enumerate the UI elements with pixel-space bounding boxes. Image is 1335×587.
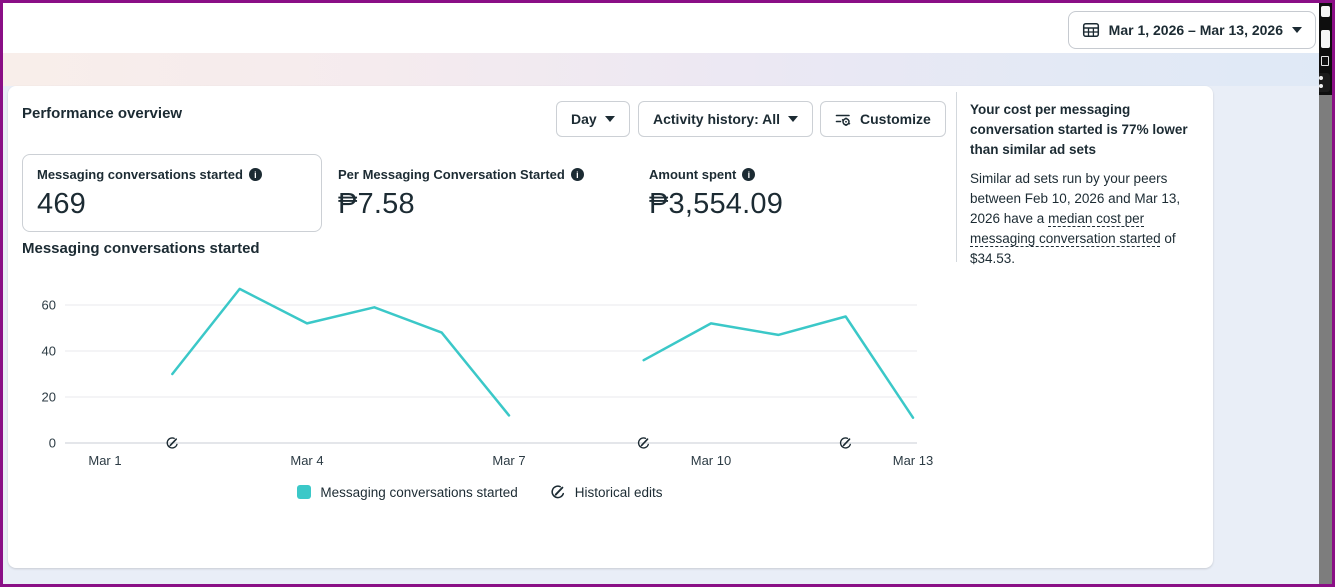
svg-text:Mar 1: Mar 1 <box>88 453 121 468</box>
chart-legend: Messaging conversations started Historic… <box>20 484 940 500</box>
metric-value: 469 <box>37 188 86 220</box>
legend-label: Messaging conversations started <box>320 484 518 500</box>
svg-text:Mar 7: Mar 7 <box>492 453 525 468</box>
svg-text:40: 40 <box>42 344 56 359</box>
info-icon[interactable] <box>742 168 756 181</box>
activity-history-label: Activity history: All <box>653 111 781 127</box>
svg-text:20: 20 <box>42 390 56 405</box>
scrollbar-track-top <box>1319 3 1332 95</box>
page-title: Performance overview <box>22 105 183 122</box>
day-dropdown[interactable]: Day <box>556 101 630 137</box>
info-icon[interactable] <box>248 168 262 181</box>
metric-card-messaging-conversations[interactable]: Messaging conversations started 469 <box>22 154 322 232</box>
series-color-swatch <box>297 485 312 499</box>
legend-label: Historical edits <box>574 484 663 500</box>
metric-value: ₱7.58 <box>338 188 415 220</box>
insight-body-suffix: of $34.53. <box>970 231 1176 266</box>
svg-text:Mar 10: Mar 10 <box>691 453 731 468</box>
chevron-down-icon <box>788 116 799 122</box>
customize-settings-icon <box>835 114 851 126</box>
vertical-divider <box>956 92 957 262</box>
gradient-banner <box>3 53 1332 86</box>
scrollbar-button[interactable] <box>1321 56 1329 66</box>
svg-text:Mar 4: Mar 4 <box>290 453 323 468</box>
insight-heading: Your cost per messaging conversation sta… <box>970 102 1188 157</box>
customize-label: Customize <box>860 111 931 127</box>
metric-card-amount-spent[interactable]: Amount spent ₱3,554.09 <box>634 154 934 232</box>
performance-overview-card: Performance overview Day Activity histor… <box>8 86 1213 568</box>
scrollbar-thumb[interactable] <box>1321 30 1330 48</box>
scrollbar-widget[interactable] <box>1319 73 1330 92</box>
metric-label: Amount spent <box>649 167 737 182</box>
chevron-down-icon <box>604 116 615 122</box>
historical-edits-icon <box>550 485 565 499</box>
top-bar: Mar 1, 2026 – Mar 13, 2026 <box>3 3 1332 53</box>
date-range-label: Mar 1, 2026 – Mar 13, 2026 <box>1108 22 1283 38</box>
insight-panel: Your cost per messaging conversation sta… <box>970 100 1198 269</box>
metric-label: Per Messaging Conversation Started <box>338 167 565 182</box>
scrollbar[interactable] <box>1319 3 1332 584</box>
svg-text:Mar 13: Mar 13 <box>893 453 933 468</box>
day-dropdown-label: Day <box>571 111 597 127</box>
insight-term-link[interactable]: median cost per messaging conversation s… <box>970 211 1161 246</box>
insight-body: Similar ad sets run by your peers betwee… <box>970 171 1181 226</box>
legend-item-historical-edits: Historical edits <box>550 484 663 500</box>
activity-history-dropdown[interactable]: Activity history: All <box>638 101 814 137</box>
legend-item-messaging-conversations: Messaging conversations started <box>297 484 518 500</box>
chart-title: Messaging conversations started <box>22 240 260 257</box>
customize-button[interactable]: Customize <box>820 101 946 137</box>
info-icon[interactable] <box>570 168 584 181</box>
line-chart[interactable]: 0 20 40 60 Mar 1 Mar 4 Mar 7 Mar 10 Mar 13 <box>20 276 940 481</box>
chevron-down-icon <box>1292 27 1302 33</box>
metric-card-cost-per-conversation[interactable]: Per Messaging Conversation Started ₱7.58 <box>323 154 623 232</box>
svg-text:0: 0 <box>49 436 56 451</box>
metric-label: Messaging conversations started <box>37 167 243 182</box>
svg-text:60: 60 <box>42 298 56 313</box>
scrollbar-thumb[interactable] <box>1321 6 1330 17</box>
calendar-icon <box>1082 22 1099 38</box>
metric-value: ₱3,554.09 <box>649 188 784 220</box>
date-range-picker[interactable]: Mar 1, 2026 – Mar 13, 2026 <box>1067 11 1316 49</box>
